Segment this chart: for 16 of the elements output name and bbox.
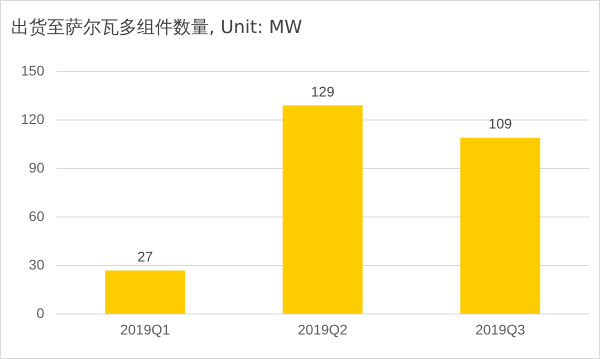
x-tick-label: 2019Q3: [475, 321, 526, 338]
y-tick-label: 120: [21, 110, 45, 127]
data-label: 109: [488, 116, 512, 132]
data-label: 129: [311, 83, 335, 100]
y-tick-label: 150: [21, 62, 45, 78]
data-label: 27: [137, 248, 154, 264]
bar: [460, 138, 540, 314]
y-tick-label: 30: [28, 256, 45, 272]
y-tick-label: 60: [28, 208, 45, 224]
x-tick-label: 2019Q1: [120, 321, 170, 338]
bar: [282, 105, 363, 314]
y-tick-label: 0: [36, 305, 45, 322]
chart-title: 出货至萨尔瓦多组件数量, Unit: MW: [11, 16, 302, 39]
bar: [105, 270, 186, 314]
x-tick-label: 2019Q2: [298, 321, 348, 338]
y-tick-label: 90: [28, 159, 45, 176]
